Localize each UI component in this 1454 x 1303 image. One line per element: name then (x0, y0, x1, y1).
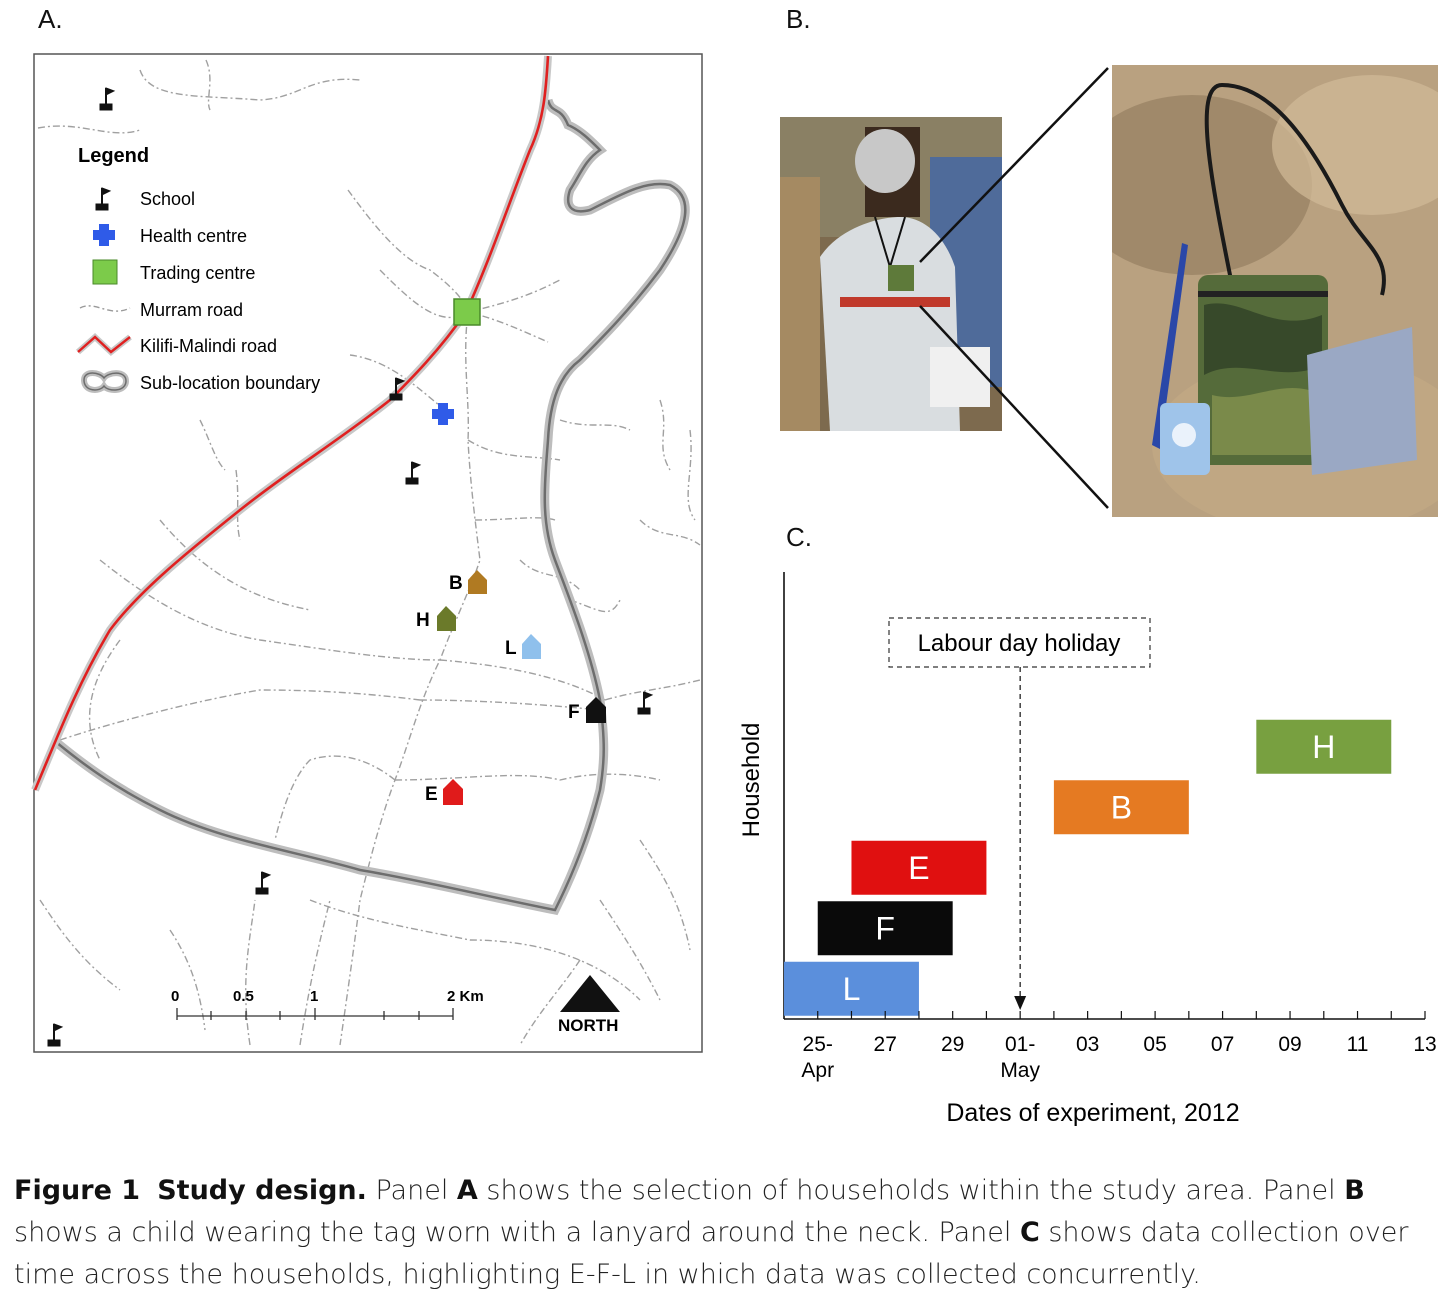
map-legend: Legend School Health centre Trading cent… (76, 145, 320, 393)
school-flag-icon (47, 1023, 64, 1047)
sub-location-boundary (53, 98, 690, 916)
murram-road-icon (79, 305, 131, 312)
legend-school-label: School (140, 189, 195, 209)
school-flag-icon (95, 187, 112, 211)
gantt-bar-h (1256, 719, 1392, 774)
x-tick-label: 05 (1143, 1033, 1166, 1056)
school-flag-icon (389, 377, 406, 401)
legend-title: Legend (78, 145, 149, 167)
school-flag-icon (637, 691, 654, 715)
school-flag-icon (405, 461, 422, 485)
gantt-bar-b (1053, 780, 1189, 835)
main-road-icon-line (77, 335, 131, 354)
household-b-marker: B (449, 570, 487, 594)
trading-square-icon (92, 259, 118, 285)
holiday-annotation: Labour day holiday (888, 617, 1151, 1010)
caption-text-1: Panel (366, 1175, 457, 1206)
caption-panel-a: A (456, 1175, 478, 1206)
gantt-bar-label-b: B (1111, 789, 1132, 825)
household-f-label: F (568, 702, 580, 723)
legend-murram-label: Murram road (140, 300, 243, 320)
scale-tick-05: 0.5 (233, 988, 254, 1005)
x-tick-label: 11 (1347, 1033, 1369, 1056)
x-tick-label: 03 (1076, 1033, 1099, 1056)
household-e-label: E (425, 784, 438, 805)
gantt-bar-label-l: L (843, 971, 861, 1007)
legend-boundary-label: Sub-location boundary (140, 373, 320, 393)
panel-a-label: A. (38, 4, 63, 34)
north-label: NORTH (558, 1016, 618, 1035)
photo-zoom-lines (919, 67, 1109, 509)
boundary-icon-line (83, 372, 127, 391)
x-tick-label: 09 (1278, 1033, 1301, 1056)
household-f-marker: F (568, 697, 606, 723)
household-l-label: L (505, 638, 517, 659)
household-h-label: H (416, 610, 430, 631)
legend-main-road-label: Kilifi-Malindi road (140, 336, 277, 356)
y-axis-label: Household (738, 723, 765, 838)
scale-tick-1: 1 (310, 988, 318, 1005)
gantt-bar-e (851, 840, 987, 895)
x-axis-label: Dates of experiment, 2012 (946, 1099, 1239, 1127)
map-frame (33, 53, 703, 1053)
caption-title: Study design. (157, 1175, 367, 1206)
scale-tick-0: 0 (171, 988, 179, 1005)
trading-centre-marker (453, 298, 481, 326)
caption-panel-c: C (1019, 1217, 1040, 1248)
panel-b-label: B. (786, 4, 811, 34)
face-blur (855, 129, 915, 193)
scale-bar (176, 1008, 454, 1020)
caption-panel-b: B (1344, 1175, 1365, 1206)
gantt-bar-label-f: F (875, 910, 895, 946)
caption-figure-number: Figure 1 (14, 1175, 141, 1206)
kilifi-malindi-road (31, 55, 552, 792)
data-collection-chart: LFE B H 25-Apr 27 29 01-May 03 05 07 09 11 13 Labou… (738, 572, 1437, 1127)
health-cross-icon (93, 224, 115, 246)
x-tick-label: 01-May (1000, 1033, 1040, 1082)
x-tick-label: 25-Apr (801, 1033, 834, 1082)
legend-health-label: Health centre (140, 226, 247, 246)
legend-trading-label: Trading centre (140, 263, 255, 283)
x-tick-label: 13 (1413, 1033, 1436, 1056)
chart-ticks: 25-Apr 27 29 01-May 03 05 07 09 11 13 (801, 1011, 1437, 1082)
gantt-bar-f (817, 901, 953, 956)
gantt-bar-l (784, 961, 919, 1016)
scale-tick-2km: 2 Km (447, 988, 484, 1005)
caption-text-4: shows data collection over time across t… (14, 1217, 1409, 1290)
gantt-bar-label-e: E (908, 850, 929, 886)
household-b-label: B (449, 573, 463, 594)
chart-axes (783, 572, 1425, 1020)
figure-caption: Figure 1 Study design. Panel A shows the… (14, 1170, 1444, 1296)
household-e-marker: E (425, 779, 463, 805)
holiday-annotation-label: Labour day holiday (918, 630, 1121, 657)
gantt-bar-label-h: H (1312, 729, 1335, 765)
x-tick-label: 29 (941, 1033, 964, 1056)
north-arrow-icon (560, 975, 620, 1012)
child-photo (780, 117, 1002, 431)
household-l-marker: L (505, 634, 541, 659)
x-tick-label: 07 (1211, 1033, 1234, 1056)
caption-text-3: shows a child wearing the tag worn with … (14, 1217, 1020, 1248)
x-tick-label: 27 (874, 1033, 897, 1056)
school-markers (47, 87, 654, 1047)
caption-text-2: shows the selection of households within… (477, 1175, 1345, 1206)
health-centre-marker (432, 403, 454, 425)
school-flag-icon (255, 871, 272, 895)
school-flag-icon (99, 87, 116, 111)
household-h-marker: H (416, 606, 456, 631)
panel-c-label: C. (786, 522, 812, 552)
chart-bars: LFE B H (784, 719, 1392, 1016)
study-area-map: B H L F E Legend School Health centre Tr… (31, 53, 703, 1053)
tag-closeup-photo (1112, 65, 1438, 517)
